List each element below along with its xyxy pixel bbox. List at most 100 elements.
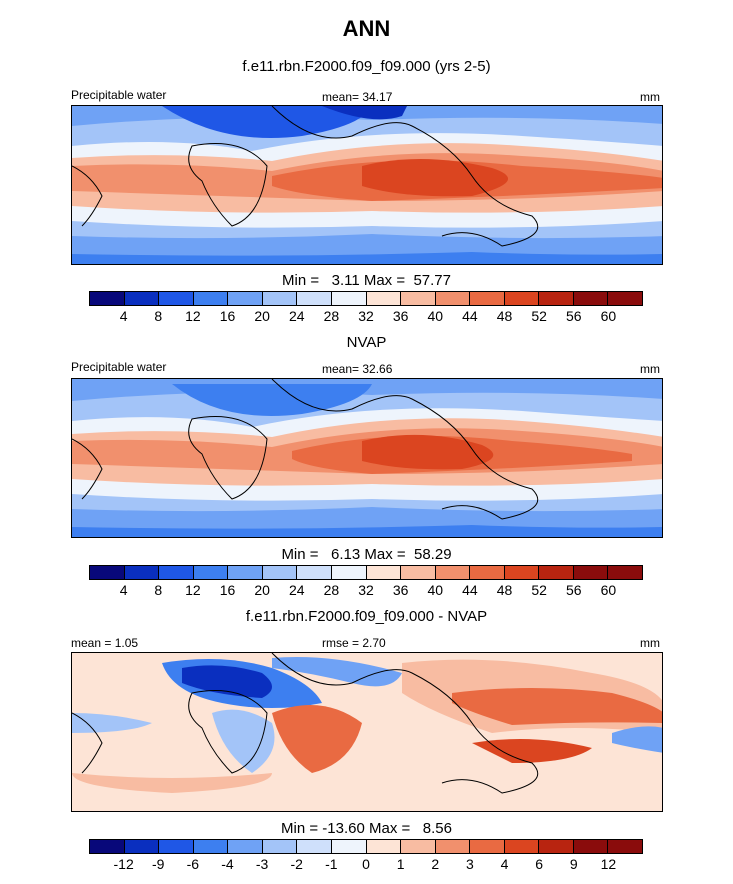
colorbar-tick-label: 24	[288, 308, 305, 324]
colorbar-tick-label: 60	[600, 308, 617, 324]
colorbar-swatch	[401, 566, 436, 579]
colorbar-tick-label: 40	[427, 308, 444, 324]
colorbar-swatch	[90, 292, 125, 305]
colorbar-tick-label: 52	[531, 582, 547, 598]
colorbar-tick-label: 56	[565, 308, 582, 324]
colorbar-swatch	[228, 566, 263, 579]
colorbar-swatch	[573, 292, 609, 305]
colorbar-swatch	[608, 840, 642, 853]
panel-1-colorbar	[89, 291, 643, 306]
colorbar-tick-label: 48	[496, 582, 513, 598]
colorbar-swatch	[435, 292, 471, 305]
panel-2-colorbar-ticks: 4 8 12 16 20 24 28 32 36 40 44 48 52 56 60	[89, 582, 643, 600]
colorbar-tick-label: 36	[392, 582, 409, 598]
colorbar-tick-label: 12	[185, 308, 201, 324]
colorbar-swatch	[366, 840, 402, 853]
colorbar-swatch	[262, 292, 298, 305]
colorbar-swatch	[331, 840, 367, 853]
colorbar-swatch	[159, 566, 194, 579]
colorbar-tick-label: 8	[154, 582, 163, 598]
colorbar-swatch	[401, 292, 436, 305]
colorbar-tick-label: 12	[600, 856, 617, 872]
colorbar-tick-label: 20	[254, 308, 270, 324]
colorbar-tick-label: 4	[500, 856, 509, 872]
panel-2-variable-label: Precipitable water	[71, 360, 167, 374]
panel-2-map	[71, 378, 663, 538]
colorbar-tick-label: 4	[119, 582, 128, 598]
panel-2-mean-label: mean= 32.66	[322, 362, 393, 376]
colorbar-swatch	[539, 840, 574, 853]
colorbar-swatch	[228, 292, 263, 305]
colorbar-tick-label: 1	[396, 856, 405, 872]
colorbar-tick-label: 48	[496, 308, 513, 324]
colorbar-swatch	[124, 292, 160, 305]
colorbar-swatch	[470, 566, 505, 579]
panel-3-title: f.e11.rbn.F2000.f09_f09.000 - NVAP	[245, 608, 488, 625]
colorbar-tick-label: 9	[569, 856, 578, 872]
panel-2-colorbar	[89, 565, 643, 580]
panel-3-rmse-label: rmse = 2.70	[322, 636, 386, 650]
colorbar-tick-label: -1	[325, 856, 338, 872]
colorbar-swatch	[401, 840, 436, 853]
colorbar-swatch	[573, 566, 609, 579]
colorbar-swatch	[573, 840, 609, 853]
panel-1-min-max: Min = 3.11 Max = 57.77	[282, 272, 451, 289]
colorbar-swatch	[159, 292, 194, 305]
colorbar-tick-label: 44	[462, 582, 478, 598]
panel-3-map-field	[72, 653, 662, 811]
colorbar-tick-label: 24	[288, 582, 305, 598]
colorbar-tick-label: 20	[254, 582, 270, 598]
colorbar-swatch	[331, 292, 367, 305]
panel-2-units-label: mm	[640, 362, 660, 376]
colorbar-swatch	[504, 566, 540, 579]
colorbar-tick-label: 16	[219, 308, 236, 324]
colorbar-tick-label: 8	[154, 308, 163, 324]
panel-1-map	[71, 105, 663, 265]
colorbar-tick-label: 4	[119, 308, 128, 324]
panel-1-variable-label: Precipitable water	[71, 88, 167, 102]
colorbar-tick-label: 12	[185, 582, 201, 598]
colorbar-tick-label: 32	[358, 582, 374, 598]
figure-title: ANN	[342, 16, 391, 41]
panel-1-colorbar-ticks: 4 8 12 16 20 24 28 32 36 40 44 48 52 56 60	[89, 308, 643, 326]
colorbar-swatch	[435, 566, 471, 579]
colorbar-tick-label: 40	[427, 582, 444, 598]
colorbar-tick-label: -6	[186, 856, 200, 872]
colorbar-tick-label: -3	[255, 856, 269, 872]
colorbar-tick-label: 6	[535, 856, 544, 872]
panel-2-min-max: Min = 6.13 Max = 58.29	[281, 546, 452, 563]
colorbar-tick-label: 56	[565, 582, 582, 598]
colorbar-tick-label: 44	[462, 308, 478, 324]
panel-3-min-max: Min = -13.60 Max = 8.56	[281, 820, 452, 837]
colorbar-swatch	[193, 566, 229, 579]
panel-3-colorbar-ticks: -12 -9 -6 -4 -3 -2 -1 0 1 2 3 4 6 9 12	[89, 856, 643, 874]
colorbar-tick-label: 36	[392, 308, 409, 324]
colorbar-tick-label: -2	[290, 856, 303, 872]
colorbar-swatch	[331, 566, 367, 579]
colorbar-swatch	[366, 566, 402, 579]
panel-1-units-label: mm	[640, 90, 660, 104]
colorbar-swatch	[470, 292, 505, 305]
colorbar-tick-label: 60	[600, 582, 617, 598]
colorbar-swatch	[366, 292, 402, 305]
panel-1-title: f.e11.rbn.F2000.f09_f09.000 (yrs 2-5)	[242, 58, 491, 75]
panel-3-colorbar	[89, 839, 643, 854]
colorbar-swatch	[504, 292, 540, 305]
colorbar-tick-label: 16	[219, 582, 236, 598]
colorbar-tick-label: 0	[362, 856, 370, 872]
colorbar-swatch	[608, 566, 642, 579]
colorbar-swatch	[193, 840, 229, 853]
colorbar-swatch	[539, 566, 574, 579]
colorbar-swatch	[90, 840, 125, 853]
panel-2-title: NVAP	[346, 334, 387, 351]
panel-3-map	[71, 652, 663, 812]
panel-3-units-label: mm	[640, 636, 660, 650]
colorbar-swatch	[90, 566, 125, 579]
colorbar-swatch	[297, 566, 332, 579]
panel-3-mean-label: mean = 1.05	[71, 636, 139, 650]
colorbar-swatch	[297, 840, 332, 853]
panel-1-map-field	[72, 106, 662, 264]
colorbar-tick-label: -4	[221, 856, 234, 872]
colorbar-swatch	[539, 292, 574, 305]
colorbar-swatch	[262, 566, 298, 579]
